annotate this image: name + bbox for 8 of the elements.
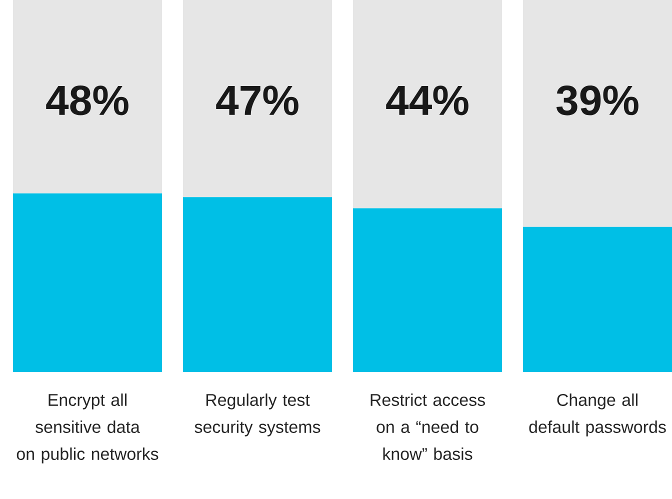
data-label: 39% — [556, 86, 638, 116]
x-tick-label: Restrict access on a “need to know” basis — [370, 394, 485, 460]
data-label: 48% — [46, 86, 128, 116]
x-tick-label: Regularly test security systems — [194, 394, 320, 436]
x-tick-label: Change all default passwords — [529, 394, 666, 436]
data-label: 47% — [216, 86, 298, 116]
x-tick-label: Encrypt all sensitive data on public networks — [16, 394, 158, 464]
data-label: 44% — [386, 86, 468, 116]
